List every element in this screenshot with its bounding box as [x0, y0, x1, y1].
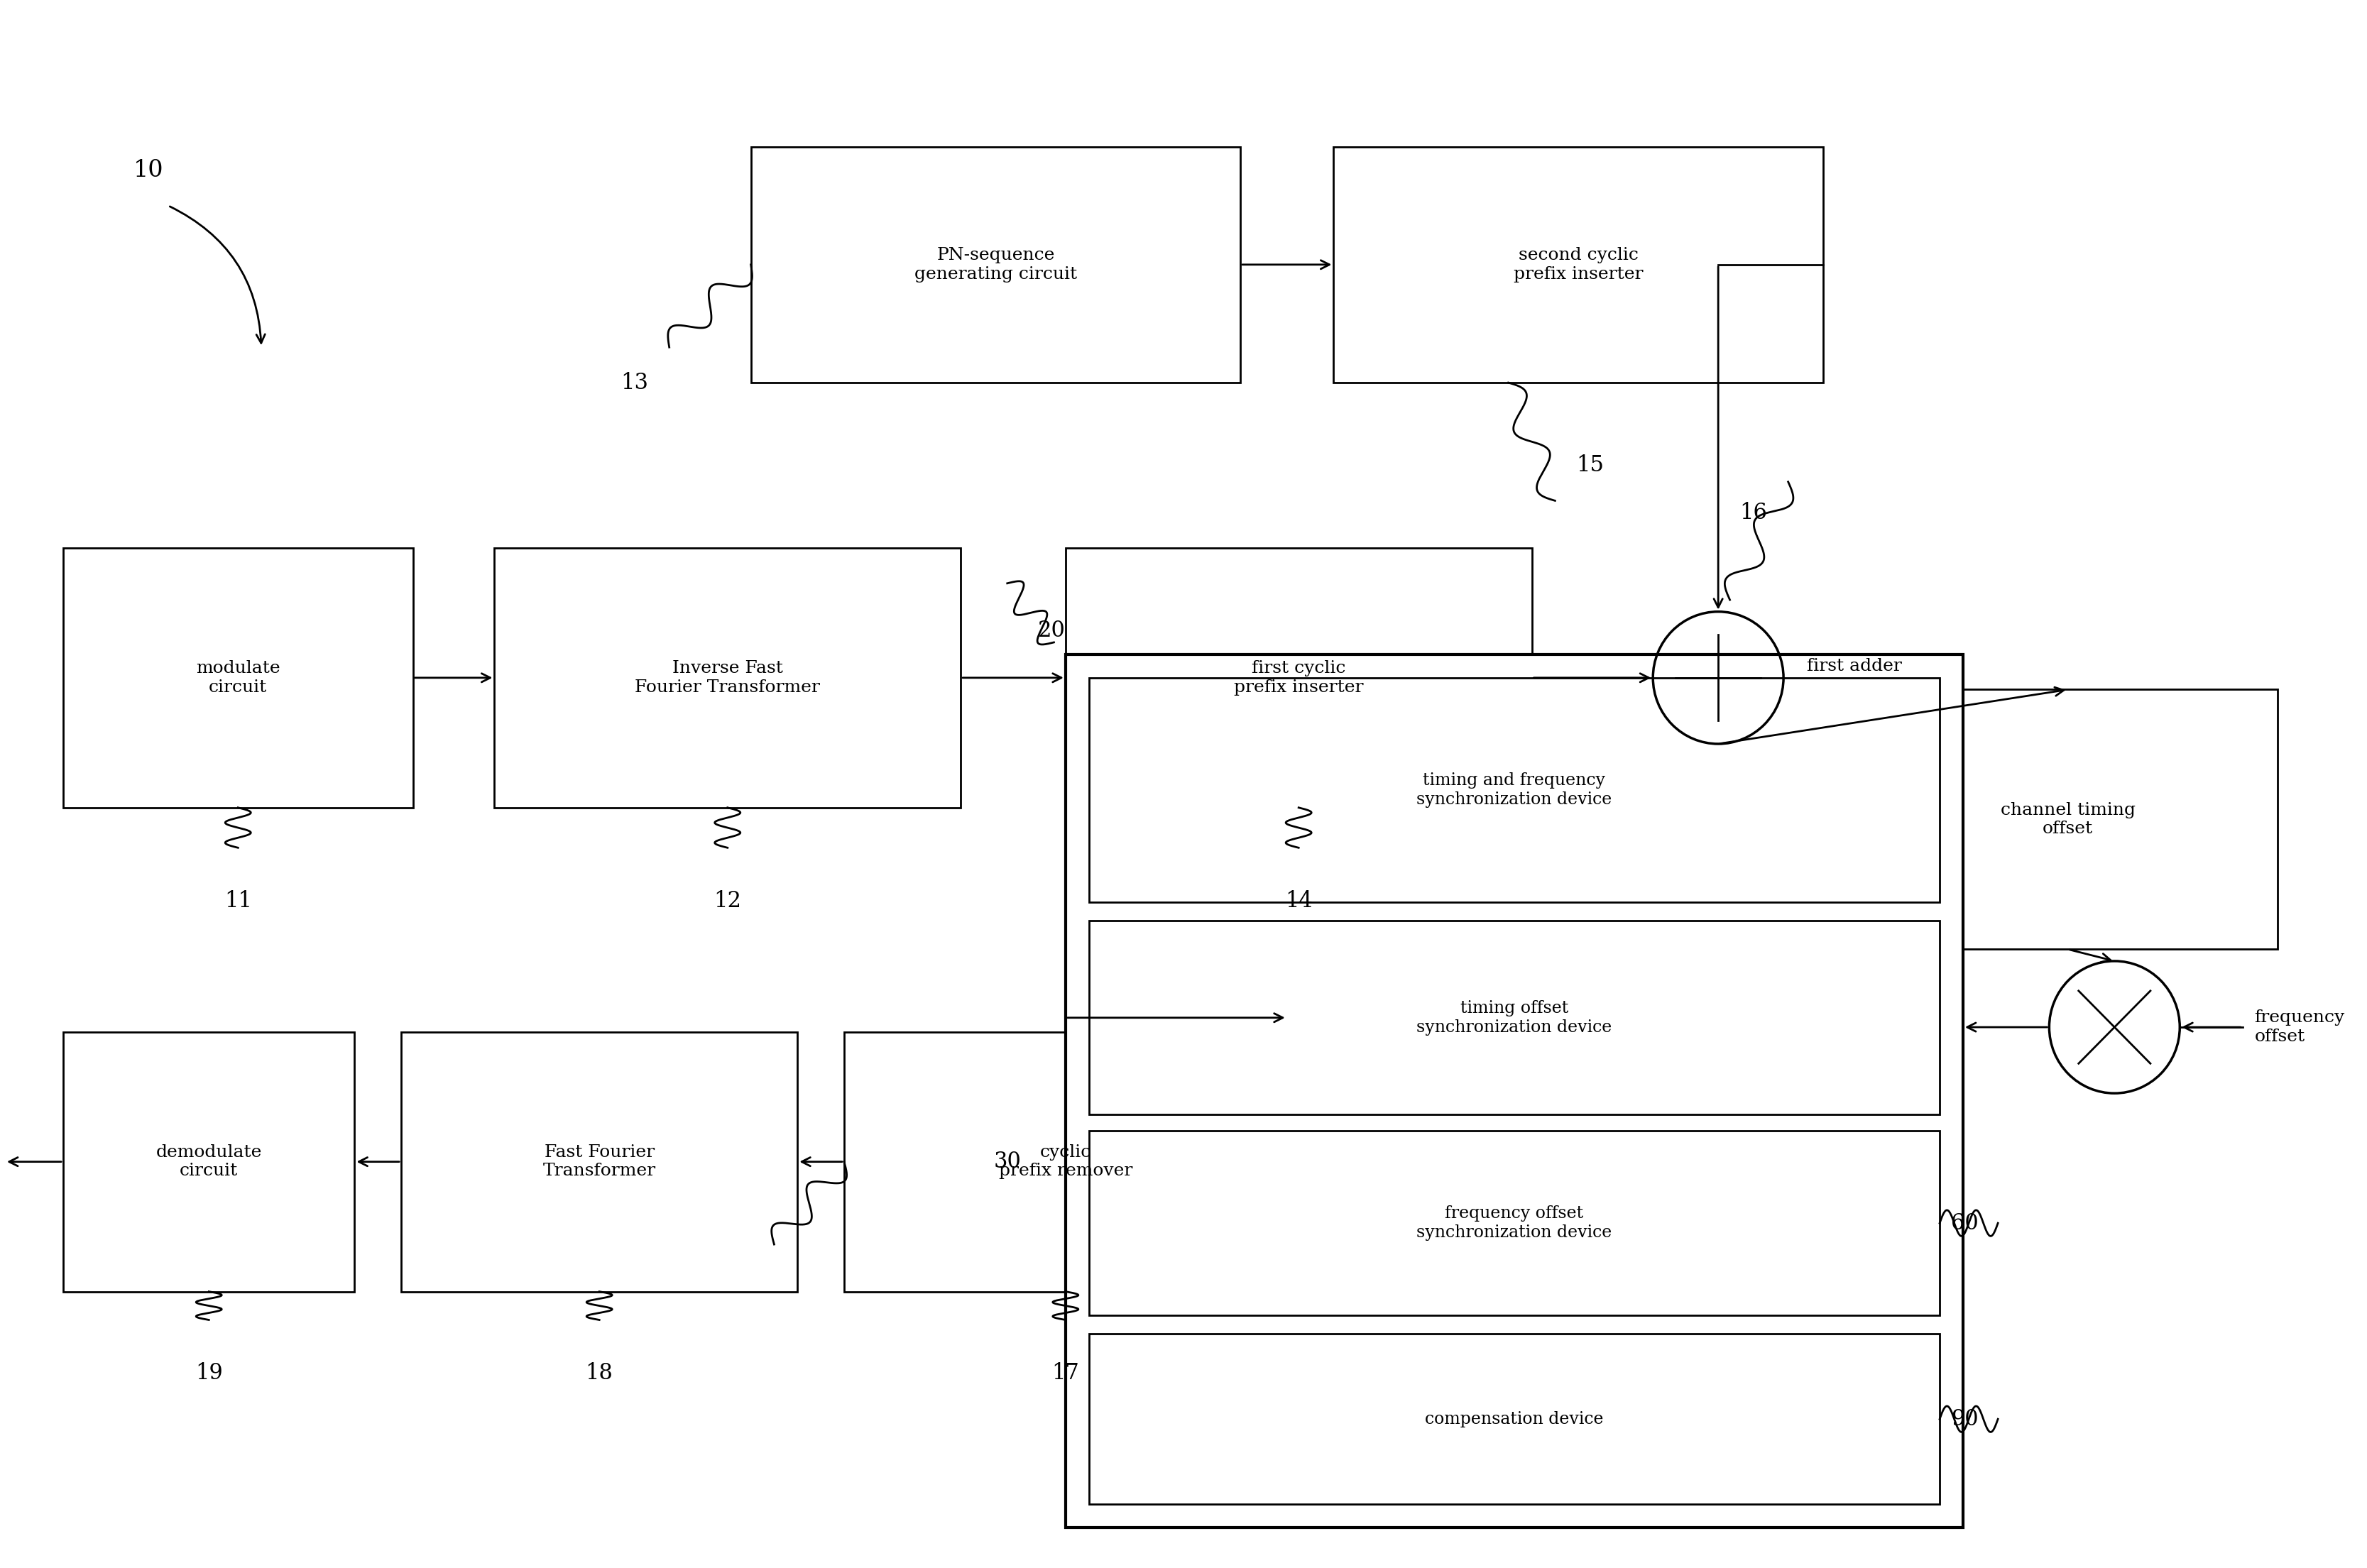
FancyBboxPatch shape: [1089, 1131, 1939, 1316]
FancyBboxPatch shape: [1089, 677, 1939, 902]
Text: first cyclic
prefix inserter: first cyclic prefix inserter: [1233, 660, 1363, 695]
FancyBboxPatch shape: [400, 1032, 798, 1292]
Text: 17: 17: [1051, 1363, 1079, 1385]
Text: second cyclic
prefix inserter: second cyclic prefix inserter: [1513, 248, 1643, 282]
Text: 20: 20: [1039, 619, 1065, 641]
Text: timing and frequency
synchronization device: timing and frequency synchronization dev…: [1415, 773, 1612, 808]
Text: 30: 30: [994, 1151, 1020, 1173]
Text: modulate
circuit: modulate circuit: [196, 660, 279, 695]
Text: timing offset
synchronization device: timing offset synchronization device: [1415, 1000, 1612, 1035]
Text: Fast Fourier
Transformer: Fast Fourier Transformer: [542, 1145, 656, 1179]
Text: 16: 16: [1740, 502, 1768, 524]
Text: 15: 15: [1576, 455, 1605, 477]
Text: 60: 60: [1950, 1212, 1979, 1234]
FancyBboxPatch shape: [1089, 1334, 1939, 1504]
FancyBboxPatch shape: [1065, 654, 1962, 1527]
FancyBboxPatch shape: [1858, 690, 2277, 949]
Text: 19: 19: [194, 1363, 222, 1385]
FancyBboxPatch shape: [64, 547, 412, 808]
FancyBboxPatch shape: [1333, 146, 1823, 383]
FancyBboxPatch shape: [1065, 547, 1531, 808]
Text: demodulate
circuit: demodulate circuit: [156, 1145, 263, 1179]
FancyBboxPatch shape: [1089, 920, 1939, 1115]
Text: 12: 12: [715, 891, 741, 913]
Text: 10: 10: [133, 158, 163, 182]
Text: channel timing
offset: channel timing offset: [2000, 801, 2135, 837]
Text: Inverse Fast
Fourier Transformer: Inverse Fast Fourier Transformer: [634, 660, 819, 695]
Text: PN-sequence
generating circuit: PN-sequence generating circuit: [914, 248, 1077, 282]
FancyBboxPatch shape: [750, 146, 1240, 383]
Text: 90: 90: [1950, 1408, 1979, 1430]
FancyBboxPatch shape: [495, 547, 961, 808]
Text: first adder: first adder: [1806, 659, 1901, 674]
Text: frequency
offset: frequency offset: [2253, 1010, 2346, 1044]
Text: 11: 11: [225, 891, 251, 913]
Text: cyclic
prefix remover: cyclic prefix remover: [999, 1145, 1131, 1179]
Text: 18: 18: [585, 1363, 613, 1385]
Text: frequency offset
synchronization device: frequency offset synchronization device: [1415, 1206, 1612, 1240]
Text: 13: 13: [620, 372, 649, 394]
FancyBboxPatch shape: [64, 1032, 355, 1292]
Text: 14: 14: [1285, 891, 1311, 913]
FancyBboxPatch shape: [845, 1032, 1288, 1292]
Text: compensation device: compensation device: [1425, 1411, 1602, 1427]
